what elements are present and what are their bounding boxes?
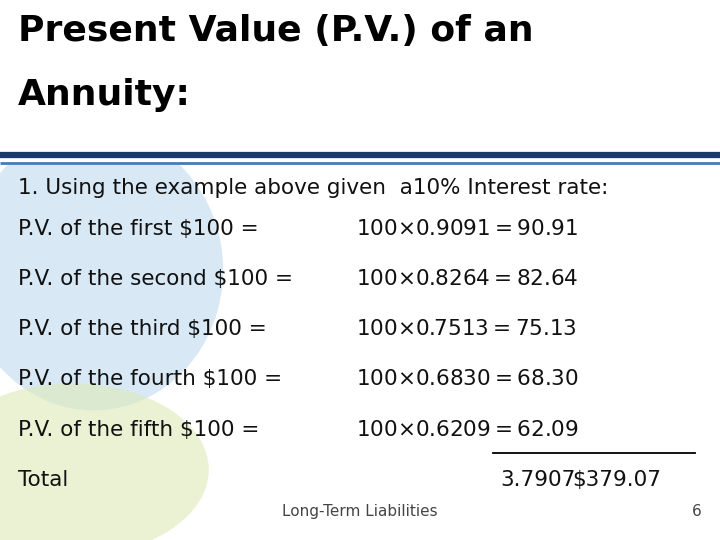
Text: 3.7907: 3.7907 [500,470,576,490]
Text: $100 × 0.6209 = $62.09: $100 × 0.6209 = $62.09 [356,420,579,440]
Ellipse shape [0,130,223,410]
Text: Total: Total [18,470,68,490]
Text: P.V. of the fifth $100 =: P.V. of the fifth $100 = [18,420,259,440]
Text: $100 × 0.6830 = $68.30: $100 × 0.6830 = $68.30 [356,369,579,389]
Text: P.V. of the second $100 =: P.V. of the second $100 = [18,269,293,289]
Text: $100 × 0.7513 = $75.13: $100 × 0.7513 = $75.13 [356,319,577,339]
Text: P.V. of the fourth $100 =: P.V. of the fourth $100 = [18,369,282,389]
Text: Long-Term Liabilities: Long-Term Liabilities [282,504,438,519]
Text: $100 × 0.8264 = $82.64: $100 × 0.8264 = $82.64 [356,269,579,289]
Text: Present Value (P.V.) of an: Present Value (P.V.) of an [18,14,534,48]
Text: $100 × 0.9091 = $90.91: $100 × 0.9091 = $90.91 [356,219,579,239]
Bar [0,0,720,165]
Text: P.V. of the third $100 =: P.V. of the third $100 = [18,319,266,339]
Text: P.V. of the first $100 =: P.V. of the first $100 = [18,219,258,239]
Text: $379.07: $379.07 [572,470,662,490]
Text: Annuity:: Annuity: [18,78,191,112]
Text: 1. Using the example above given  a10% Interest rate:: 1. Using the example above given a10% In… [18,178,608,198]
Ellipse shape [0,383,209,540]
Text: 6: 6 [692,504,702,519]
